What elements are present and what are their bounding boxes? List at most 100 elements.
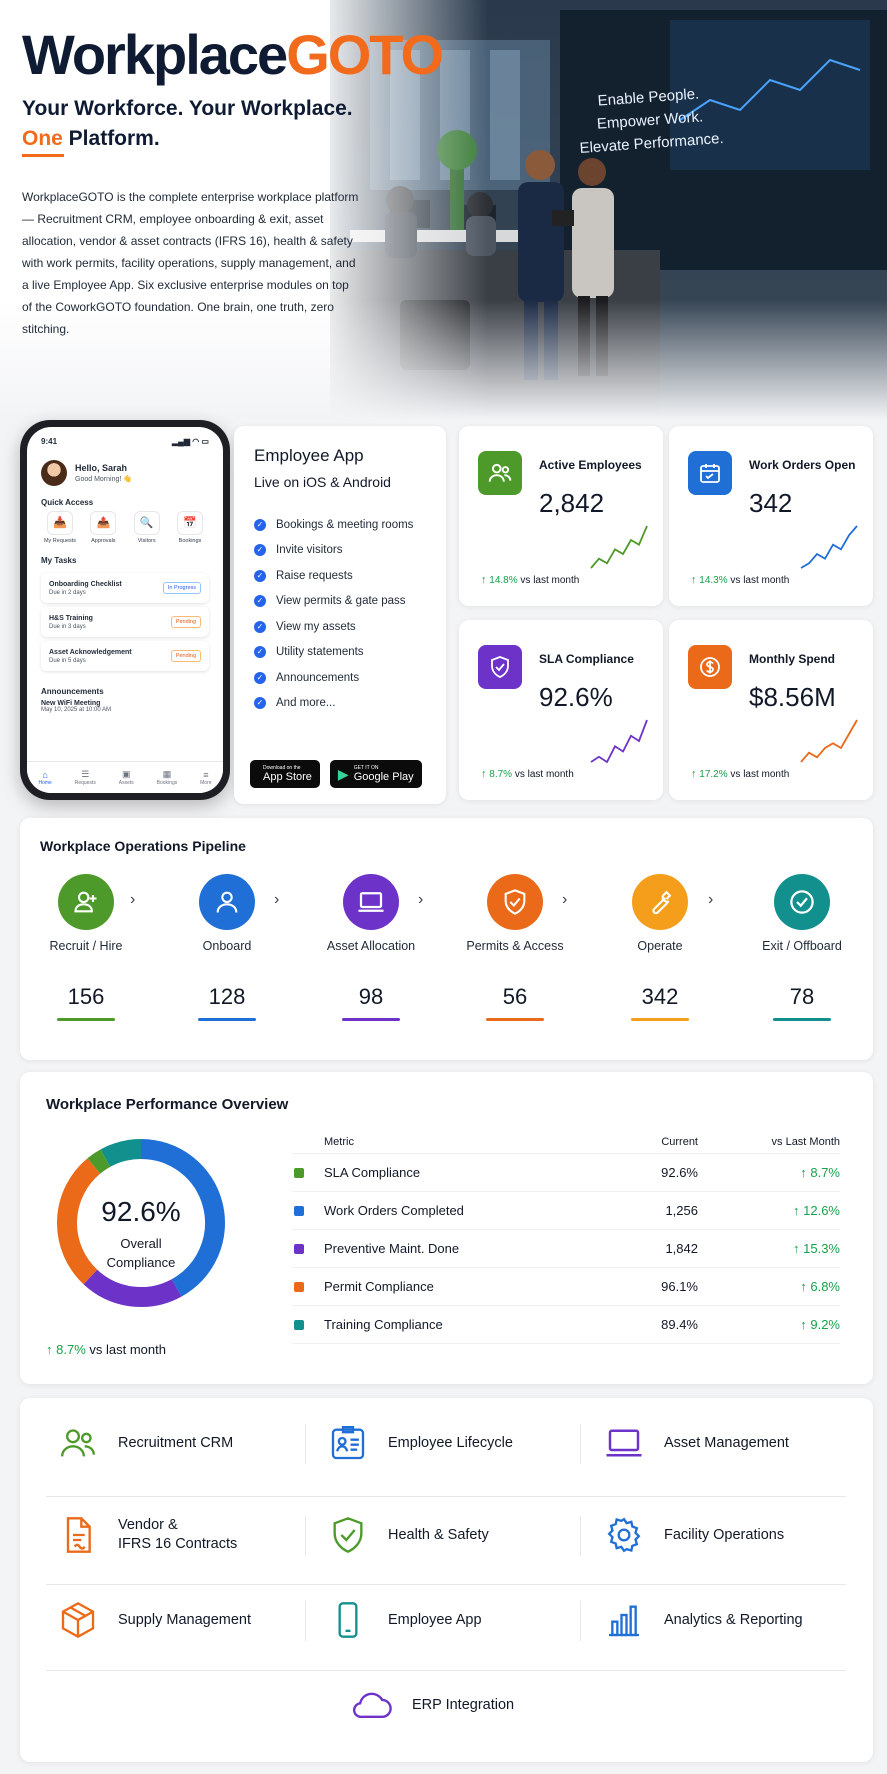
task-item[interactable]: Onboarding Checklist Due in 2 days In Pro…: [41, 573, 209, 603]
quick-access-approvals[interactable]: 📤 Approvals: [84, 511, 122, 544]
sparkline-line: [800, 525, 858, 569]
app-store-button[interactable]: Download on the App Store: [250, 760, 320, 788]
brand-logo: WorkplaceGOTO: [22, 23, 444, 86]
donut-segment: [87, 1149, 111, 1174]
sparkline: [590, 719, 648, 764]
kpi-delta: ↑ 8.7% vs last month: [481, 768, 574, 780]
table-row[interactable]: Work Orders Completed 1,256 ↑ 12.6%: [292, 1192, 840, 1230]
bar-chart-icon: [602, 1598, 646, 1642]
feature-item: ✓ Announcements: [254, 665, 426, 691]
feature-list: ✓ Bookings & meeting rooms ✓ Invite visito…: [254, 512, 426, 716]
donut-center: 92.6% Overall Compliance: [101, 1196, 181, 1270]
module-analytics-reporting[interactable]: Analytics & Reporting: [602, 1595, 803, 1645]
task-item[interactable]: Asset Acknowledgement Due in 5 days Pendi…: [41, 641, 209, 671]
phone-screen: 9:41 ▂▄▆ ◠ ▭ Hello, Sarah Good Morning! 👋…: [27, 427, 223, 793]
arrow-up-icon: ↑: [481, 574, 487, 586]
nav-assets[interactable]: ▣ Assets: [118, 769, 134, 786]
feature-item: ✓ View my assets: [254, 614, 426, 640]
id-card-icon: [326, 1421, 370, 1465]
quick-access-my-requests[interactable]: 📥 My Requests: [41, 511, 79, 544]
phone-icon: [326, 1598, 370, 1642]
nav-requests[interactable]: ☰ Requests: [74, 769, 96, 786]
announcement-item[interactable]: New WiFi Meeting May 10, 2025 at 10:00 A…: [41, 700, 112, 713]
kpi-delta: ↑ 14.3% vs last month: [691, 574, 790, 586]
module-facility-operations[interactable]: Facility Operations: [602, 1510, 784, 1560]
pipeline-stage-permits[interactable]: Permits & Access 56: [460, 874, 570, 1021]
quick-access: 📥 My Requests 📤 Approvals 🔍 Visitors 📅 Booki…: [27, 511, 223, 544]
kpi-work-orders-open[interactable]: Work Orders Open 342 ↑ 14.3% vs last mon…: [669, 426, 873, 606]
performance-delta: ↑ 8.7% vs last month: [46, 1342, 166, 1357]
cloud-icon: [350, 1683, 394, 1727]
laptop-icon: [343, 874, 399, 930]
avatar: [41, 460, 67, 486]
kpi-sla-compliance[interactable]: SLA Compliance 92.6% ↑ 8.7% vs last mont…: [459, 620, 663, 800]
list-icon: ☰: [81, 769, 90, 779]
module-employee-lifecycle[interactable]: Employee Lifecycle: [326, 1418, 513, 1468]
kpi-monthly-spend[interactable]: Monthly Spend $8.56M ↑ 17.2% vs last mon…: [669, 620, 873, 800]
phone-mockup: 9:41 ▂▄▆ ◠ ▭ Hello, Sarah Good Morning! 👋…: [20, 420, 230, 800]
people-icon: [478, 451, 522, 495]
pipeline-stage-operate[interactable]: Operate 342: [605, 874, 715, 1021]
module-supply-management[interactable]: Supply Management: [56, 1595, 251, 1645]
chevron-right-icon: ›: [274, 891, 280, 908]
google-play-button[interactable]: ▶ GET IT ON Google Play: [329, 760, 422, 788]
feature-item: ✓ Raise requests: [254, 563, 426, 589]
module-health-safety[interactable]: Health & Safety: [326, 1510, 489, 1560]
check-icon: ✓: [254, 671, 266, 684]
nav-more[interactable]: ≡ More: [200, 769, 212, 786]
feature-item: ✓ Invite visitors: [254, 538, 426, 564]
module-erp-integration[interactable]: ERP Integration: [350, 1680, 514, 1730]
intro-text: WorkplaceGOTO is the complete enterprise…: [22, 190, 359, 336]
check-circle-icon: [774, 874, 830, 930]
metrics-table: Metric Current vs Last Month SLA Complia…: [292, 1130, 840, 1344]
performance-overview-card: Workplace Performance Overview 92.6% Ove…: [20, 1072, 873, 1384]
pipeline-stage-asset-allocation[interactable]: Asset Allocation 98: [316, 874, 426, 1021]
table-row[interactable]: Permit Compliance 96.1% ↑ 6.8%: [292, 1268, 840, 1306]
check-icon: ✓: [254, 646, 266, 659]
kpi-delta: ↑ 17.2% vs last month: [691, 768, 790, 780]
donut-segment: [83, 1269, 182, 1307]
document-icon: [56, 1513, 100, 1557]
inbox-icon: 📥: [47, 511, 73, 535]
module-asset-management[interactable]: Asset Management: [602, 1418, 789, 1468]
phone-bottom-nav: ⌂ Home ☰ Requests ▣ Assets ▦ Bookings ≡ More: [27, 761, 223, 793]
kpi-active-employees[interactable]: Active Employees 2,842 ↑ 14.8% vs last m…: [459, 426, 663, 606]
table-row[interactable]: Preventive Maint. Done 1,842 ↑ 15.3%: [292, 1230, 840, 1268]
table-row[interactable]: Training Compliance 89.4% ↑ 9.2%: [292, 1306, 840, 1344]
table-header: Metric Current vs Last Month: [292, 1130, 840, 1154]
hero-section: WorkplaceGOTO Your Workforce. Your Workp…: [0, 0, 887, 420]
wall-slogan: Enable People. Empower Work. Elevate Per…: [579, 85, 725, 157]
check-icon: ✓: [254, 697, 266, 710]
module-recruitment-crm[interactable]: Recruitment CRM: [56, 1418, 233, 1468]
table-row[interactable]: SLA Compliance 92.6% ↑ 8.7%: [292, 1154, 840, 1192]
user-add-icon: [58, 874, 114, 930]
phone-status-bar: 9:41 ▂▄▆ ◠ ▭: [41, 437, 209, 446]
tagline-underline: [22, 154, 64, 157]
compliance-donut: [57, 1139, 225, 1307]
pipeline-stage-exit[interactable]: Exit / Offboard 78: [747, 874, 857, 1021]
announcements-title: Announcements: [41, 687, 104, 696]
donut-segment: [140, 1139, 225, 1297]
module-vendor-contracts[interactable]: Vendor & IFRS 16 Contracts: [56, 1510, 237, 1560]
task-item[interactable]: H&S Training Due in 3 days Pending: [41, 607, 209, 637]
module-employee-app[interactable]: Employee App: [326, 1595, 482, 1645]
feature-item: ✓ View permits & gate pass: [254, 589, 426, 615]
quick-access-bookings[interactable]: 📅 Bookings: [171, 511, 209, 544]
check-icon: ✓: [254, 518, 266, 531]
sparkline: [800, 525, 858, 569]
pipeline-stage-recruit[interactable]: Recruit / Hire 156: [31, 874, 141, 1021]
phone-greeting: Hello, Sarah Good Morning! 👋: [27, 446, 223, 486]
quick-access-visitors[interactable]: 🔍 Visitors: [128, 511, 166, 544]
nav-home[interactable]: ⌂ Home: [38, 769, 52, 786]
feature-item: ✓ And more...: [254, 691, 426, 717]
donut-segment: [57, 1158, 101, 1285]
dollar-icon: [688, 645, 732, 689]
nav-bookings[interactable]: ▦ Bookings: [156, 769, 178, 786]
check-icon: ✓: [254, 595, 266, 608]
outbox-icon: 📤: [90, 511, 117, 535]
employee-app-card: Employee App Live on iOS & Android ✓ Book…: [234, 426, 446, 804]
feature-item: ✓ Utility statements: [254, 640, 426, 666]
chevron-right-icon: ›: [418, 891, 424, 908]
performance-title: Workplace Performance Overview: [46, 1096, 289, 1113]
pipeline-stage-onboard[interactable]: Onboard 128: [172, 874, 282, 1021]
